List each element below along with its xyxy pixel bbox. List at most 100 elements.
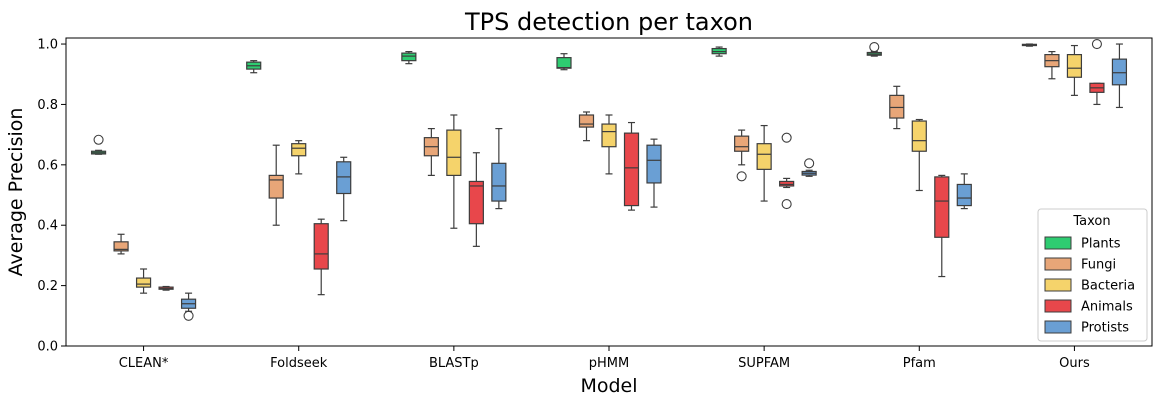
box-plants: [1021, 43, 1038, 47]
box-protists: [646, 138, 662, 208]
y-tick-label: 0.8: [37, 98, 58, 113]
box-animals: [779, 132, 795, 210]
box-fungi: [578, 111, 595, 142]
box-protists: [956, 173, 972, 210]
iqr-box: [446, 129, 462, 176]
box-bacteria: [756, 124, 772, 202]
box-bacteria: [911, 118, 927, 192]
iqr-box: [1111, 58, 1128, 86]
legend-label-protists: Protists: [1081, 321, 1129, 336]
box-protists: [801, 158, 817, 177]
outlier-point: [736, 171, 747, 182]
legend-swatch-animals: [1044, 299, 1072, 313]
y-axis: 0.0 0.2 0.4 0.6 0.8 1.0: [37, 38, 66, 355]
box-plants: [866, 42, 882, 57]
box-bacteria: [135, 268, 152, 294]
box-protists: [1111, 43, 1128, 109]
box-plants: [556, 53, 572, 71]
legend-swatch-protists: [1044, 320, 1072, 334]
box-animals: [468, 152, 484, 247]
legend-label-fungi: Fungi: [1081, 258, 1116, 273]
iqr-box: [756, 143, 772, 170]
box-series: [90, 38, 1128, 321]
legend-label-plants: Plants: [1081, 237, 1121, 252]
x-tick-label: SUPFAM: [738, 356, 790, 371]
box-bacteria: [446, 114, 462, 229]
x-axis: CLEAN* Foldseek BLASTp pHMM SUPFAM Pfam Ours: [119, 346, 1090, 371]
x-tick-label: Pfam: [903, 356, 936, 371]
iqr-box: [734, 135, 750, 152]
iqr-box: [113, 241, 129, 252]
x-axis-label: Model: [580, 375, 637, 397]
outlier-point: [781, 132, 792, 143]
outlier-point: [869, 42, 880, 53]
iqr-box: [268, 174, 284, 199]
box-bacteria: [601, 114, 617, 175]
box-fungi: [889, 85, 905, 130]
iqr-box: [556, 57, 572, 69]
box-animals: [1089, 38, 1105, 106]
y-tick-label: 0.0: [37, 340, 58, 355]
iqr-box: [291, 143, 307, 157]
legend-items: Plants Fungi Bacteria Animals Protists: [1044, 236, 1135, 336]
box-fungi: [734, 129, 750, 182]
legend-label-animals: Animals: [1081, 300, 1133, 315]
x-tick-label: BLASTp: [429, 356, 479, 371]
box-plants: [711, 46, 727, 57]
iqr-box: [911, 120, 927, 152]
box-plants: [401, 50, 417, 65]
legend-swatch-bacteria: [1044, 278, 1072, 292]
box-fungi: [1044, 50, 1060, 80]
legend-swatch-fungi: [1044, 257, 1072, 271]
chart-title: TPS detection per taxon: [464, 8, 753, 36]
plot-frame: [65, 37, 1153, 347]
y-tick-label: 0.2: [37, 279, 58, 294]
x-tick-label: Ours: [1059, 356, 1090, 371]
iqr-box: [934, 176, 950, 238]
box-protists: [180, 292, 197, 321]
legend-title: Taxon: [1072, 214, 1110, 229]
iqr-box: [956, 183, 972, 207]
box-protists: [491, 127, 507, 210]
iqr-box: [601, 123, 617, 148]
outlier-point: [804, 158, 815, 169]
box-fungi: [423, 127, 439, 176]
iqr-box: [336, 161, 352, 195]
iqr-box: [401, 52, 417, 62]
legend-swatch-plants: [1044, 236, 1072, 250]
box-bacteria: [291, 140, 307, 175]
box-animals: [623, 121, 640, 211]
iqr-box: [491, 162, 507, 202]
iqr-box: [646, 144, 662, 184]
iqr-box: [623, 132, 640, 207]
x-tick-label: pHMM: [589, 356, 629, 371]
x-tick-label: CLEAN*: [119, 356, 169, 371]
box-animals: [313, 218, 329, 296]
iqr-box: [468, 180, 484, 225]
outlier-point: [183, 310, 194, 321]
y-axis-label: Average Precision: [5, 108, 27, 277]
iqr-box: [313, 223, 329, 270]
iqr-box: [779, 180, 795, 187]
box-animals: [158, 285, 174, 291]
x-tick-label: Foldseek: [270, 356, 328, 371]
box-fungi: [113, 233, 129, 255]
box-protists: [336, 156, 352, 222]
legend: Taxon Plants Fungi Bacteria Animals Protists: [1037, 208, 1148, 342]
box-bacteria: [1066, 44, 1083, 96]
iqr-box: [889, 94, 905, 119]
outlier-point: [781, 199, 792, 210]
outlier-point: [1091, 38, 1102, 50]
iqr-box: [1066, 54, 1083, 78]
box-plants: [246, 60, 262, 74]
iqr-box: [578, 114, 595, 128]
outlier-point: [93, 134, 104, 145]
box-fungi: [268, 144, 284, 226]
box-animals: [934, 174, 950, 278]
iqr-box: [135, 277, 152, 288]
y-tick-label: 0.4: [37, 219, 58, 234]
box-plants: [90, 134, 107, 155]
legend-label-bacteria: Bacteria: [1081, 279, 1135, 294]
y-tick-label: 0.6: [37, 158, 58, 173]
